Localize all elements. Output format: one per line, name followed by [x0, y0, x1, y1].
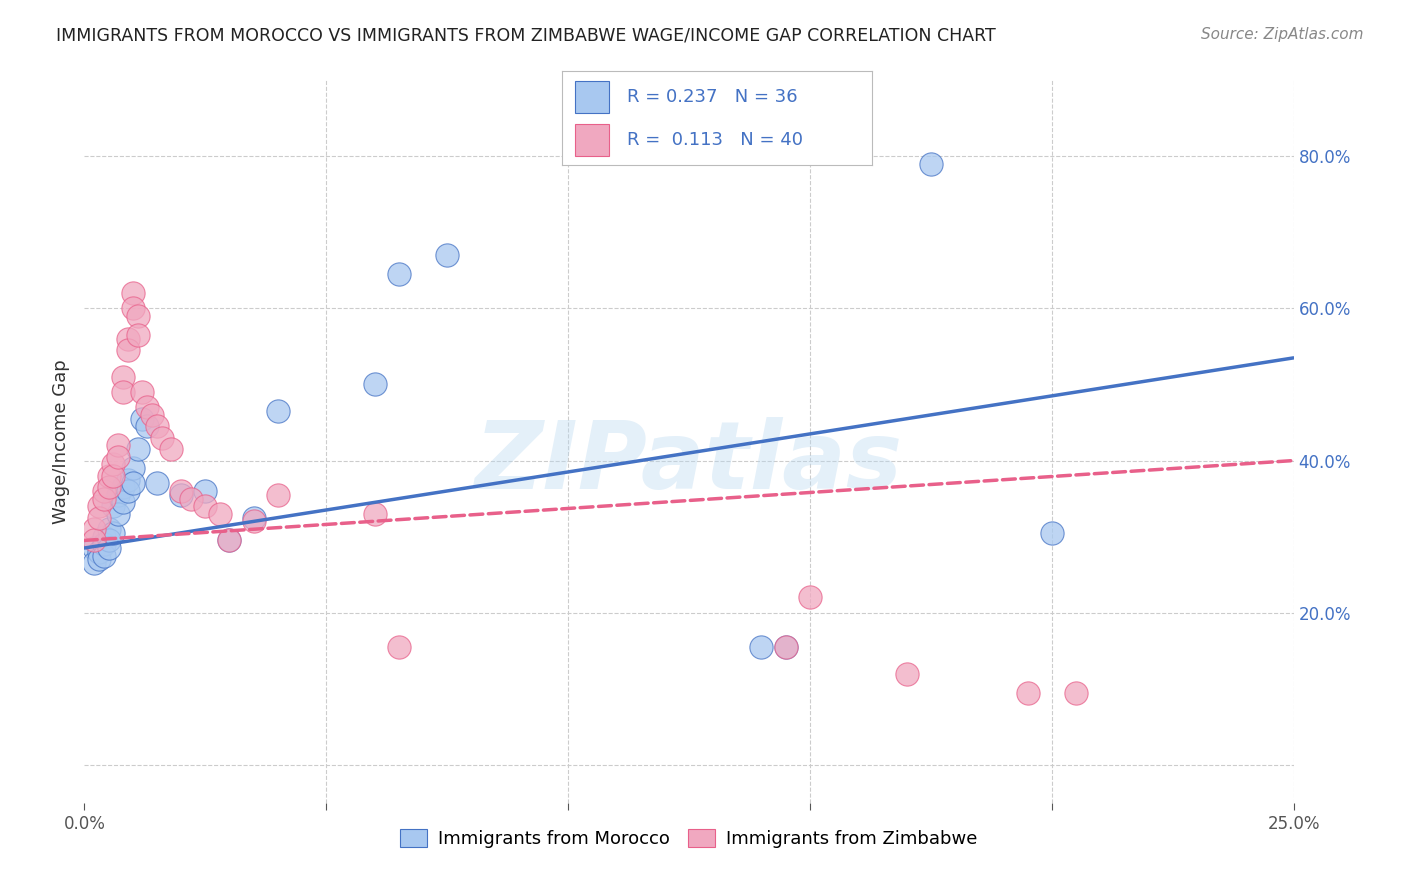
Point: [93, 537, 115, 551]
Point: [117, 332, 139, 346]
Point: [87, 545, 110, 559]
Point: [146, 419, 169, 434]
Point: [97, 522, 120, 536]
Point: [127, 442, 149, 457]
Text: R = 0.237   N = 36: R = 0.237 N = 36: [627, 87, 799, 105]
Text: R =  0.113   N = 40: R = 0.113 N = 40: [627, 131, 803, 149]
Point: [194, 499, 217, 513]
Point: [170, 483, 193, 498]
Point: [436, 248, 458, 262]
Point: [363, 377, 385, 392]
Text: ZIPatlas: ZIPatlas: [475, 417, 903, 509]
Point: [117, 483, 139, 498]
Point: [93, 483, 115, 498]
Point: [150, 431, 173, 445]
Point: [112, 385, 135, 400]
Point: [97, 541, 120, 555]
Point: [93, 549, 115, 563]
Point: [136, 419, 159, 434]
Point: [97, 533, 120, 548]
Point: [97, 468, 120, 483]
Point: [83, 556, 105, 570]
Point: [83, 533, 105, 548]
Point: [117, 343, 139, 358]
Point: [87, 552, 110, 566]
Point: [93, 491, 115, 506]
Point: [136, 401, 159, 415]
FancyBboxPatch shape: [575, 124, 609, 156]
Point: [121, 286, 143, 301]
Point: [83, 541, 105, 555]
Point: [799, 591, 821, 605]
Point: [93, 530, 115, 544]
Point: [1017, 685, 1039, 699]
Point: [267, 404, 290, 418]
Y-axis label: Wage/Income Gap: Wage/Income Gap: [52, 359, 70, 524]
Point: [775, 640, 797, 654]
Point: [117, 473, 139, 487]
Point: [920, 157, 942, 171]
Point: [87, 499, 110, 513]
Point: [363, 507, 385, 521]
Point: [127, 309, 149, 323]
Point: [388, 267, 411, 281]
Point: [107, 438, 129, 452]
Point: [131, 385, 153, 400]
Point: [131, 411, 153, 425]
Point: [388, 640, 411, 654]
Point: [103, 525, 125, 540]
Point: [751, 640, 773, 654]
Point: [1040, 525, 1063, 540]
Point: [242, 510, 264, 524]
Point: [218, 533, 240, 548]
Point: [146, 476, 169, 491]
Point: [141, 408, 163, 422]
Point: [107, 507, 129, 521]
Point: [107, 450, 129, 464]
Point: [103, 458, 125, 472]
Point: [775, 640, 797, 654]
FancyBboxPatch shape: [575, 81, 609, 112]
Point: [107, 488, 129, 502]
Point: [112, 480, 135, 494]
Point: [267, 488, 290, 502]
Point: [112, 495, 135, 509]
Point: [208, 507, 231, 521]
Legend: Immigrants from Morocco, Immigrants from Zimbabwe: Immigrants from Morocco, Immigrants from…: [394, 822, 984, 855]
Point: [170, 488, 193, 502]
Text: IMMIGRANTS FROM MOROCCO VS IMMIGRANTS FROM ZIMBABWE WAGE/INCOME GAP CORRELATION : IMMIGRANTS FROM MOROCCO VS IMMIGRANTS FR…: [56, 27, 995, 45]
Point: [103, 468, 125, 483]
Point: [896, 666, 918, 681]
Point: [194, 483, 217, 498]
Point: [103, 499, 125, 513]
Point: [83, 522, 105, 536]
Point: [121, 301, 143, 316]
Point: [87, 510, 110, 524]
Point: [180, 491, 202, 506]
Point: [1064, 685, 1087, 699]
Point: [160, 442, 183, 457]
Point: [121, 461, 143, 475]
Point: [97, 480, 120, 494]
Point: [218, 533, 240, 548]
Text: Source: ZipAtlas.com: Source: ZipAtlas.com: [1201, 27, 1364, 42]
Point: [242, 515, 264, 529]
Point: [121, 476, 143, 491]
Point: [112, 370, 135, 384]
Point: [127, 328, 149, 343]
